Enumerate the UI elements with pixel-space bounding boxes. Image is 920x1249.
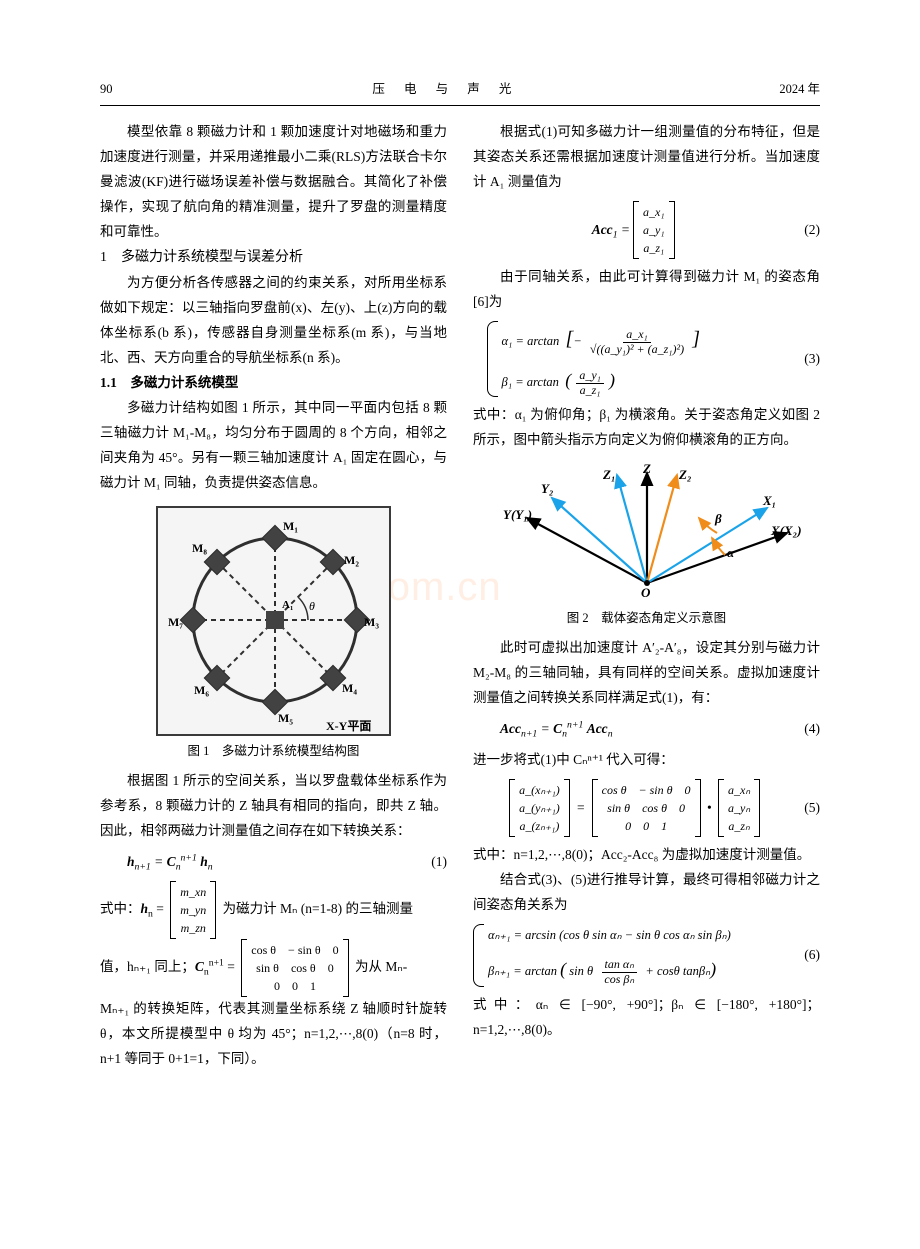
equation-2: Acc1 = a_x₁ a_y₁ a_z₁ (2)	[473, 201, 820, 259]
figure-1-image: θ A₁	[156, 506, 391, 736]
left-p4: 根据图 1 所示的空间关系，当以罗盘载体坐标系作为参考系，8 颗磁力计的 Z 轴…	[100, 769, 447, 844]
right-p3: 式中：α₁ 为俯仰角；β₁ 为横滚角。关于姿态角定义如图 2 所示，图中箭头指示…	[473, 403, 820, 453]
figure-2: Z Z₁ Z₂ Y(Y₁) Y₂ X₁ X(X₂) O α β	[473, 463, 820, 630]
svg-text:M₂: M₂	[344, 553, 359, 567]
page: 90 压 电 与 声 光 2024 年 www.zixin.com.cn 模型依…	[0, 0, 920, 1121]
right-p4: 此时可虚拟出加速度计 A′₂-A′₈，设定其分别与磁力计 M₂-M₈ 的三轴同轴…	[473, 636, 820, 711]
left-p2: 为方便分析各传感器之间的约束关系，对所用坐标系做如下规定：以三轴指向罗盘前(x)…	[100, 271, 447, 371]
year: 2024 年	[779, 78, 820, 101]
left-p5: 式中：hn = m_xn m_yn m_zn 为磁力计 Mₙ (n=1-8) 的…	[100, 881, 447, 939]
section-1-title: 1 多磁力计系统模型与误差分析	[100, 245, 447, 271]
equation-1: hn+1 = Cnn+1 hn (1)	[100, 850, 447, 875]
svg-text:X₁: X₁	[762, 493, 776, 508]
equation-5-number: (5)	[796, 796, 820, 821]
fig1-plane-label: X-Y平面	[326, 719, 371, 733]
equation-2-number: (2)	[796, 218, 820, 243]
svg-text:Z: Z	[642, 463, 651, 476]
fig1-theta-label: θ	[309, 599, 315, 613]
left-p7: Mₙ₊₁ 的转换矩阵，代表其测量坐标系绕 Z 轴顺时针旋转 θ，本文所提模型中 …	[100, 997, 447, 1072]
right-p8: 式中：αₙ ∈ [−90°, +90°]；βₙ ∈ [−180°, +180°]…	[473, 993, 820, 1043]
fig1-a1-label: A₁	[282, 599, 293, 611]
left-column: 模型依靠 8 颗磁力计和 1 颗加速度计对地磁场和重力加速度进行测量，并采用递推…	[100, 120, 447, 1071]
right-p6: 式中：n=1,2,⋯,8(0)；Acc₂-Acc₈ 为虚拟加速度计测量值。	[473, 843, 820, 868]
figure-1-caption: 图 1 多磁力计系统模型结构图	[100, 740, 447, 763]
svg-text:O: O	[641, 585, 651, 600]
right-p7: 结合式(3)、(5)进行推导计算，最终可得相邻磁力计之间姿态角关系为	[473, 868, 820, 918]
svg-text:M₆: M₆	[194, 683, 209, 697]
svg-text:Y(Y₁): Y(Y₁)	[503, 507, 532, 522]
equation-3: α₁ = arctan [− a_x₁√((a_y₁)² + (a_z₁)²) …	[473, 321, 820, 397]
svg-text:M₇: M₇	[168, 615, 183, 629]
equation-6: αₙ₊₁ = arcsin (cos θ sin αₙ − sin θ cos …	[473, 924, 820, 987]
svg-text:β: β	[714, 511, 722, 526]
equation-6-number: (6)	[796, 943, 820, 968]
equation-4-number: (4)	[796, 717, 820, 742]
figure-1: θ A₁	[100, 506, 447, 763]
left-p3: 多磁力计结构如图 1 所示，其中同一平面内包括 8 颗三轴磁力计 M₁-M₈，均…	[100, 396, 447, 496]
svg-text:α: α	[727, 545, 735, 560]
left-p6: 值，hₙ₊₁ 同上；Cnn+1 = cos θ− sin θ0 sin θcos…	[100, 939, 447, 997]
svg-text:M₁: M₁	[283, 519, 298, 533]
svg-text:M₈: M₈	[192, 541, 207, 555]
equation-5: a_(xₙ₊₁) a_(yₙ₊₁) a_(zₙ₊₁) = cos θ− sin …	[473, 779, 820, 837]
right-p1: 根据式(1)可知多磁力计一组测量值的分布特征，但是其姿态关系还需根据加速度计测量…	[473, 120, 820, 195]
page-number: 90	[100, 78, 113, 101]
figure-2-image: Z Z₁ Z₂ Y(Y₁) Y₂ X₁ X(X₂) O α β	[487, 463, 807, 603]
left-p1: 模型依靠 8 颗磁力计和 1 颗加速度计对地磁场和重力加速度进行测量，并采用递推…	[100, 120, 447, 245]
svg-text:X(X₂): X(X₂)	[770, 523, 802, 538]
page-header: 90 压 电 与 声 光 2024 年	[100, 78, 820, 106]
svg-text:M₃: M₃	[364, 615, 379, 629]
right-p2: 由于同轴关系，由此可计算得到磁力计 M₁ 的姿态角[6]为	[473, 265, 820, 315]
subsection-1-1-title: 1.1 多磁力计系统模型	[100, 371, 447, 396]
figure-2-caption: 图 2 载体姿态角定义示意图	[473, 607, 820, 630]
svg-text:Y₂: Y₂	[541, 481, 553, 496]
svg-text:M₅: M₅	[278, 711, 293, 725]
journal-title: 压 电 与 声 光	[372, 78, 519, 101]
equation-3-number: (3)	[796, 347, 820, 372]
two-column-body: www.zixin.com.cn 模型依靠 8 颗磁力计和 1 颗加速度计对地磁…	[100, 120, 820, 1071]
svg-text:Z₂: Z₂	[678, 467, 691, 482]
svg-text:Z₁: Z₁	[602, 467, 615, 482]
right-p5: 进一步将式(1)中 Cₙⁿ⁺¹ 代入可得：	[473, 748, 820, 773]
equation-1-number: (1)	[423, 850, 447, 875]
svg-text:M₄: M₄	[342, 681, 357, 695]
right-column: 根据式(1)可知多磁力计一组测量值的分布特征，但是其姿态关系还需根据加速度计测量…	[473, 120, 820, 1071]
equation-4: Accn+1 = Cnn+1 Accn (4)	[473, 717, 820, 742]
